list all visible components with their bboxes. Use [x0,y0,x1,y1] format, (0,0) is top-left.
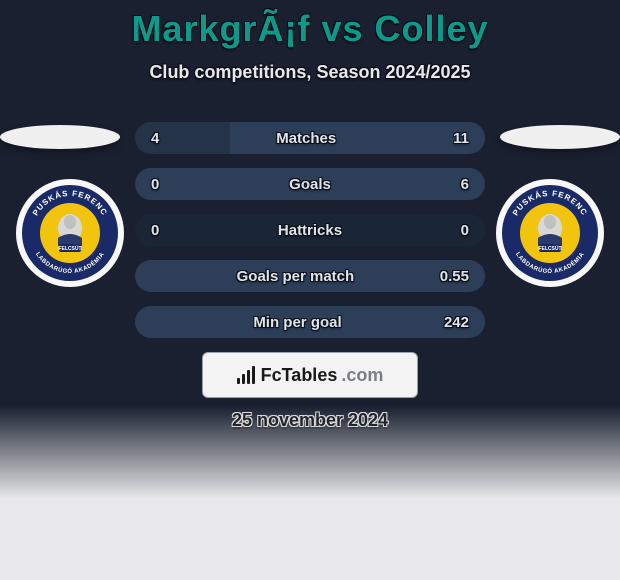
svg-text:FELCSÚT: FELCSÚT [538,245,561,252]
date-label: 25 november 2024 [0,410,620,431]
stat-value-left: 0 [151,176,159,193]
stat-value-left: 4 [151,130,159,147]
stats-rows: 4 Matches 11 0 Goals 6 0 Hattricks 0 Goals per ma… [135,122,485,352]
stat-value-left: 0 [151,222,159,239]
stat-label: Goals [289,176,331,193]
stat-label: Matches [276,130,336,147]
stat-value-right: 0.55 [440,268,469,285]
page-title: MarkgrÃ¡f vs Colley [0,8,620,50]
chart-icon [237,366,255,384]
stat-row: Min per goal 242 [135,306,485,338]
brand-logo[interactable]: FcTables.com [202,352,418,398]
club-badge-right: PUSKÁS FERENC LABDARÚGÓ AKADÉMIA FELCSÚT [495,178,605,288]
country-flag-left [0,125,120,149]
stat-value-right: 11 [453,130,469,147]
stat-label: Goals per match [237,268,355,285]
brand-name: FcTables [261,365,338,386]
stat-label: Min per goal [253,314,341,331]
brand-suffix: .com [341,365,383,386]
stat-row: 0 Hattricks 0 [135,214,485,246]
stat-row: 0 Goals 6 [135,168,485,200]
svg-text:FELCSÚT: FELCSÚT [58,245,81,252]
stat-value-right: 6 [461,176,469,193]
club-badge-left: PUSKÁS FERENC LABDARÚGÓ AKADÉMIA FELCSÚT [15,178,125,288]
comparison-card: MarkgrÃ¡f vs Colley Club competitions, S… [0,0,620,580]
page-subtitle: Club competitions, Season 2024/2025 [0,62,620,83]
stat-value-right: 0 [461,222,469,239]
country-flag-right [500,125,620,149]
stat-label: Hattricks [278,222,342,239]
stat-row: 4 Matches 11 [135,122,485,154]
stat-row: Goals per match 0.55 [135,260,485,292]
stat-value-right: 242 [444,314,469,331]
